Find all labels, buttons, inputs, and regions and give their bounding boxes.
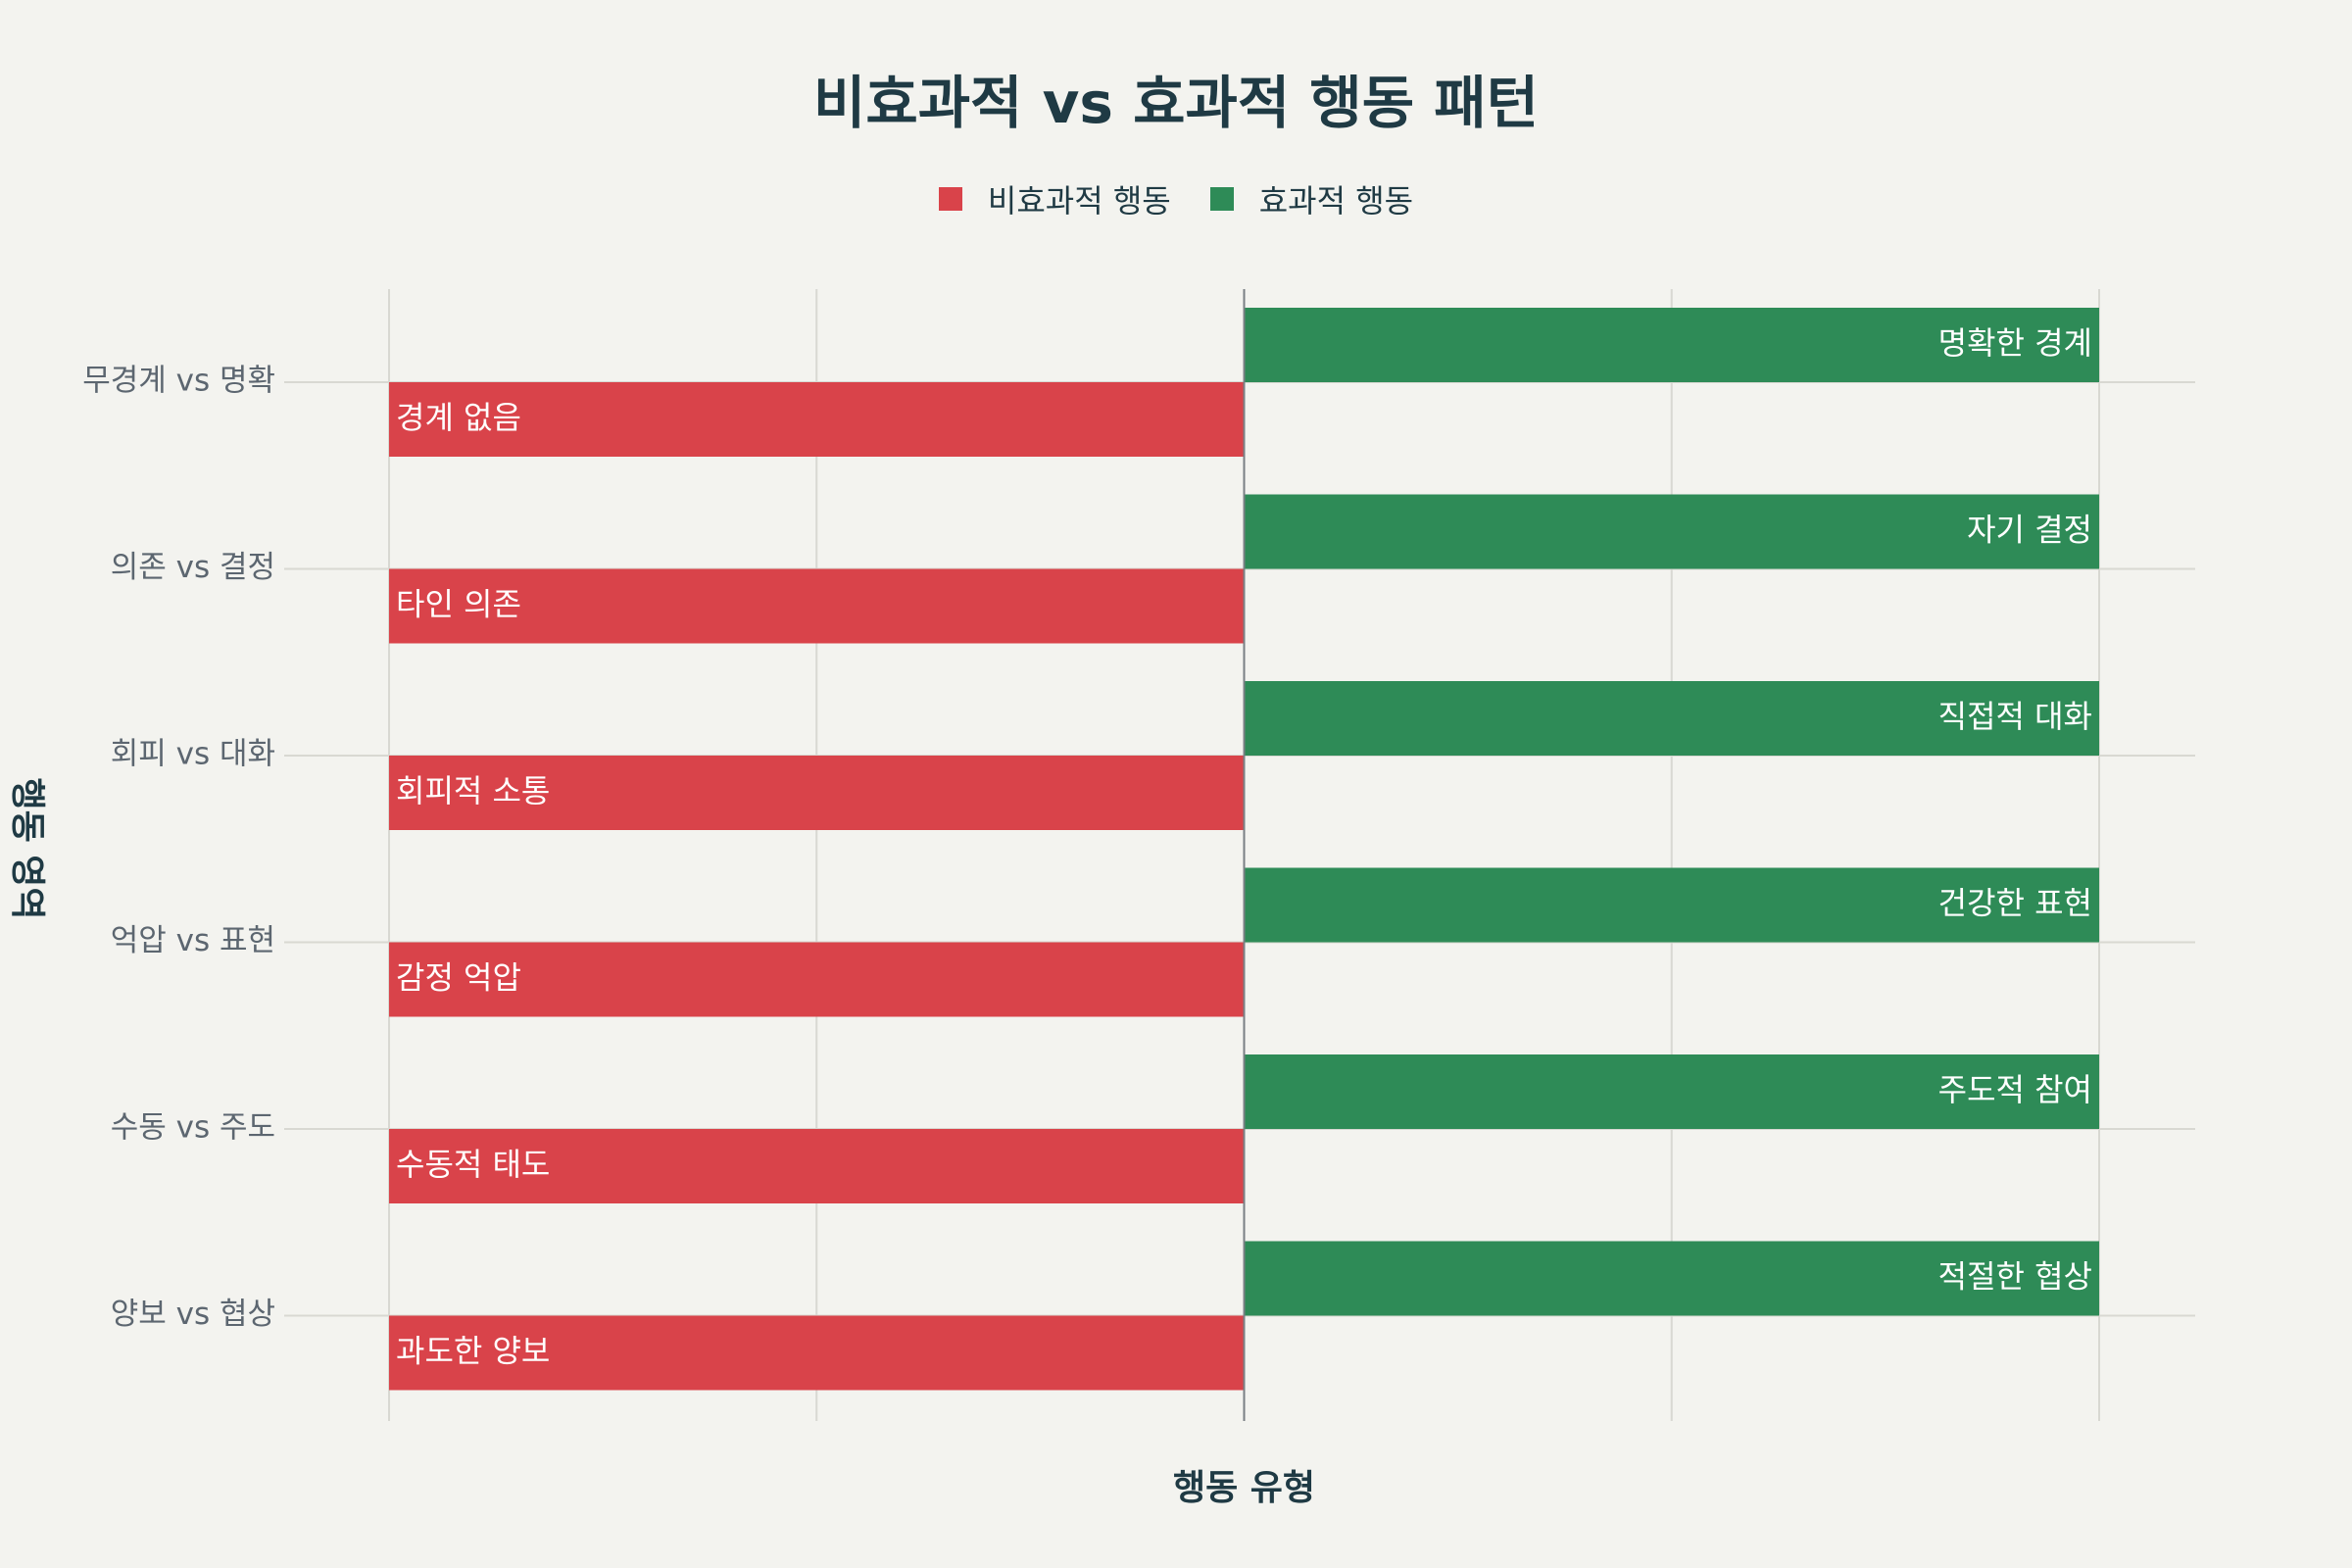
bar-effective[interactable] [1244, 867, 2100, 943]
bar-effective[interactable] [1244, 1241, 2100, 1316]
bar-label-ineffective: 회피적 소통 [396, 772, 550, 809]
bar-ineffective[interactable] [389, 568, 1245, 644]
bar-ineffective[interactable] [389, 1315, 1245, 1391]
bar-label-effective: 적절한 협상 [1938, 1258, 2092, 1296]
bar-label-ineffective: 수동적 태도 [396, 1146, 550, 1183]
bar-label-ineffective: 감정 억압 [396, 959, 521, 997]
bar-label-effective: 자기 결정 [1967, 512, 2092, 549]
legend-swatch-ineffective [938, 187, 962, 211]
legend-label-effective: 효과적 행동 [1258, 182, 1414, 220]
bar-ineffective[interactable] [389, 382, 1245, 457]
bar-label-effective: 직접적 대화 [1938, 698, 2092, 735]
bar-ineffective[interactable] [389, 756, 1245, 830]
bar-effective[interactable] [1244, 494, 2100, 569]
legend-swatch-effective [1209, 187, 1234, 211]
chart-title: 비효과적 vs 효과적 행동 패턴 [812, 70, 1540, 136]
legend-label-ineffective: 비효과적 행동 [987, 182, 1171, 220]
bar-label-ineffective: 과도한 양보 [396, 1333, 550, 1370]
y-tick-label: 회피 vs 대화 [111, 737, 275, 772]
bar-label-ineffective: 타인 의존 [396, 586, 521, 623]
y-tick-label: 양보 vs 협상 [111, 1297, 275, 1332]
bar-label-effective: 명확한 경계 [1938, 324, 2092, 362]
bar-label-effective: 건강한 표현 [1938, 885, 2092, 922]
legend: 비효과적 행동 효과적 행동 [0, 176, 2352, 221]
x-axis-title: 행동 유형 [1173, 1468, 1315, 1508]
y-tick-label: 수동 vs 주도 [111, 1110, 275, 1146]
legend-item-ineffective[interactable]: 비효과적 행동 [938, 176, 1171, 221]
bar-effective[interactable] [1244, 308, 2100, 382]
bar-effective[interactable] [1244, 681, 2100, 756]
y-tick-label: 무경계 vs 명확 [82, 364, 275, 399]
bar-ineffective[interactable] [389, 1129, 1245, 1203]
legend-item-effective[interactable]: 효과적 행동 [1209, 176, 1414, 221]
bar-label-ineffective: 경계 없음 [396, 399, 521, 436]
bar-ineffective[interactable] [389, 942, 1245, 1017]
y-axis-title: 행동 영역 [7, 777, 47, 919]
bar-label-effective: 주도적 참여 [1938, 1071, 2092, 1108]
bar-effective[interactable] [1244, 1054, 2100, 1129]
y-tick-label: 의존 vs 결정 [111, 550, 275, 585]
y-tick-label: 억압 vs 표현 [111, 923, 275, 958]
